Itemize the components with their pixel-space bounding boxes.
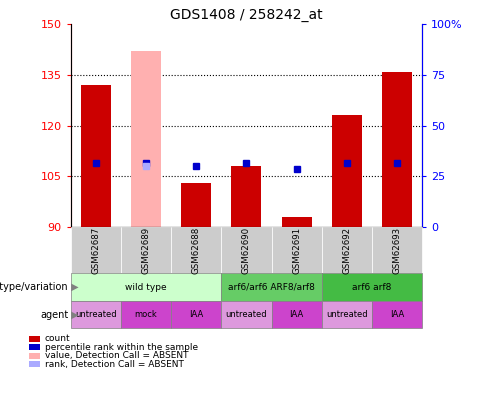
Bar	[332, 115, 362, 227]
Text: GSM62687: GSM62687	[91, 226, 101, 274]
Text: untreated: untreated	[225, 310, 267, 319]
Text: mock: mock	[135, 310, 158, 319]
Text: IAA: IAA	[189, 310, 203, 319]
Text: GSM62693: GSM62693	[392, 226, 402, 274]
Text: GSM62692: GSM62692	[342, 226, 351, 274]
Text: GSM62689: GSM62689	[142, 226, 151, 274]
Text: percentile rank within the sample: percentile rank within the sample	[45, 343, 198, 352]
Text: rank, Detection Call = ABSENT: rank, Detection Call = ABSENT	[45, 360, 184, 369]
Bar	[231, 166, 262, 227]
Bar	[131, 51, 161, 227]
Text: GSM62688: GSM62688	[192, 226, 201, 274]
Text: count: count	[45, 334, 71, 343]
Text: agent: agent	[40, 310, 68, 320]
Text: arf6 arf8: arf6 arf8	[352, 283, 391, 292]
Text: IAA: IAA	[289, 310, 304, 319]
Text: untreated: untreated	[326, 310, 367, 319]
Text: value, Detection Call = ABSENT: value, Detection Call = ABSENT	[45, 351, 188, 360]
Text: GSM62691: GSM62691	[292, 226, 301, 274]
Text: ▶: ▶	[68, 282, 79, 292]
Text: ▶: ▶	[68, 310, 79, 320]
Bar	[282, 217, 312, 227]
Bar	[181, 183, 211, 227]
Text: genotype/variation: genotype/variation	[0, 282, 68, 292]
Bar	[382, 72, 412, 227]
Text: wild type: wild type	[125, 283, 167, 292]
Text: IAA: IAA	[390, 310, 404, 319]
Bar	[81, 85, 111, 227]
Text: GSM62690: GSM62690	[242, 226, 251, 274]
Text: untreated: untreated	[75, 310, 117, 319]
Text: arf6/arf6 ARF8/arf8: arf6/arf6 ARF8/arf8	[228, 283, 315, 292]
Title: GDS1408 / 258242_at: GDS1408 / 258242_at	[170, 8, 323, 22]
